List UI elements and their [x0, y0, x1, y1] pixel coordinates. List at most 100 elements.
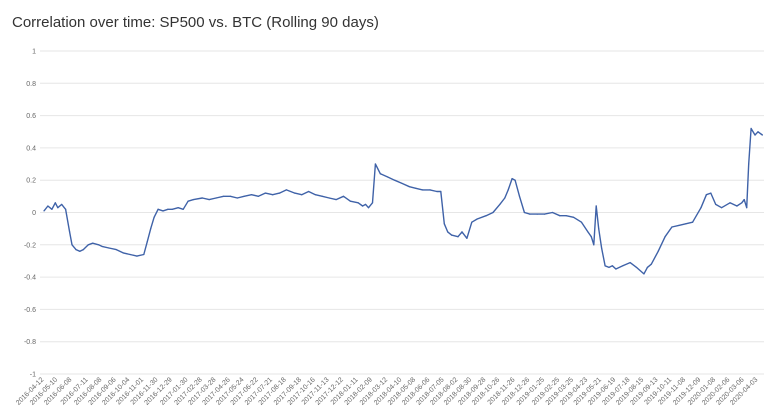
y-tick-label: -0.4 [24, 275, 36, 282]
data-point [518, 195, 521, 197]
x-axis-ticks: 2016-04-122016-05-102016-06-082016-07-11… [15, 376, 759, 406]
data-point [143, 253, 145, 256]
data-point [79, 250, 81, 252]
series-group [43, 127, 764, 275]
data-point [257, 195, 259, 197]
data-point [514, 179, 516, 181]
data-point [580, 221, 583, 223]
data-point [357, 202, 359, 204]
y-tick-label: -1 [30, 372, 36, 379]
data-point [650, 263, 652, 265]
data-point [593, 244, 595, 246]
data-point [71, 244, 73, 246]
data-point [590, 236, 592, 238]
data-point [436, 190, 438, 193]
data-point [342, 195, 345, 197]
data-point [754, 134, 756, 136]
data-point [146, 240, 148, 243]
data-point [167, 208, 169, 210]
data-point [451, 234, 453, 236]
data-point [177, 207, 179, 209]
data-point [328, 197, 330, 199]
data-point [601, 247, 603, 249]
y-tick-label: 0 [32, 210, 36, 217]
y-tick-label: 0.4 [26, 145, 36, 152]
data-point [511, 177, 513, 180]
data-point [92, 242, 94, 244]
data-point [529, 213, 531, 215]
data-point [236, 197, 238, 199]
data-point [443, 223, 445, 225]
data-point [278, 192, 281, 194]
data-point [208, 198, 210, 201]
data-point [608, 266, 610, 269]
data-point [54, 202, 56, 204]
data-point [447, 231, 449, 233]
data-point [229, 195, 231, 197]
data-point [736, 205, 738, 207]
data-point [646, 266, 648, 269]
data-point [565, 215, 567, 217]
data-point [367, 207, 370, 209]
data-point [685, 223, 687, 225]
data-point [543, 213, 546, 215]
data-point [559, 215, 561, 217]
data-point [65, 208, 67, 210]
data-point [741, 202, 743, 204]
data-point [401, 182, 403, 185]
data-point [335, 198, 337, 201]
data-point [162, 210, 164, 212]
data-point [691, 221, 694, 223]
data-point [422, 189, 424, 191]
data-point [51, 208, 53, 210]
data-point [314, 194, 317, 196]
series-line [43, 127, 763, 275]
data-point [415, 187, 417, 189]
data-point [61, 203, 63, 206]
data-point [657, 250, 659, 252]
y-tick-label: -0.2 [24, 242, 36, 249]
data-point [664, 236, 666, 238]
data-point [47, 205, 49, 207]
gridlines [40, 50, 764, 375]
data-point [536, 213, 538, 215]
data-point [182, 208, 184, 210]
data-point [192, 198, 195, 201]
data-point [715, 203, 717, 206]
data-point [635, 266, 638, 269]
data-point [499, 203, 501, 206]
data-point [595, 205, 597, 207]
data-point [572, 216, 575, 218]
data-point [157, 208, 159, 210]
data-point [750, 127, 752, 130]
data-point [294, 192, 296, 194]
data-point [492, 211, 494, 214]
data-point [507, 189, 509, 191]
data-point [349, 200, 351, 202]
data-point [187, 200, 189, 202]
data-point [57, 207, 59, 209]
data-point [743, 198, 745, 201]
data-point [250, 194, 253, 196]
data-point [364, 203, 367, 206]
data-point [379, 173, 381, 175]
data-point [136, 255, 138, 257]
data-point [408, 186, 410, 188]
data-point [587, 231, 589, 233]
data-point [678, 224, 680, 227]
data-point [285, 189, 288, 191]
data-point [466, 237, 468, 239]
data-point [129, 253, 131, 256]
data-point [504, 197, 506, 199]
y-tick-label: 0.6 [26, 113, 36, 120]
data-point [471, 221, 473, 223]
data-point [201, 197, 203, 199]
data-point [748, 163, 750, 165]
y-tick-label: -0.8 [24, 339, 36, 346]
data-point [729, 202, 731, 204]
data-point [243, 195, 245, 197]
data-point [272, 194, 274, 196]
data-point [457, 236, 459, 238]
data-point [264, 192, 266, 194]
